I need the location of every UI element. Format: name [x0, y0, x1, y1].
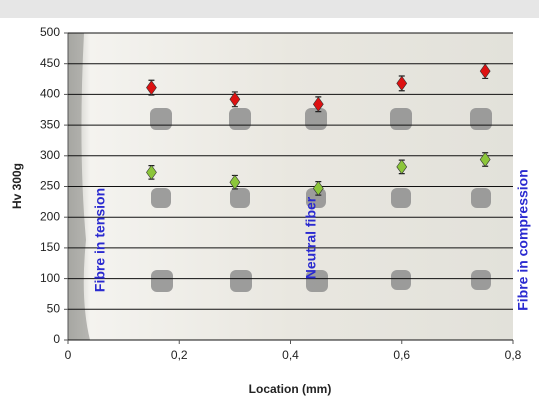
marker [479, 151, 491, 168]
y-tick-label: 50 [47, 301, 61, 315]
y-tick-label: 0 [53, 332, 60, 346]
x-tick-label: 0,2 [171, 348, 188, 362]
indentations [150, 108, 492, 292]
marker [146, 164, 157, 180]
x-tick-label: 0,8 [505, 348, 522, 362]
marker [146, 80, 157, 96]
marker [312, 96, 324, 112]
marker [396, 75, 408, 91]
marker [479, 63, 491, 79]
marker [229, 174, 241, 190]
x-tick-label: 0 [65, 348, 72, 362]
marker [312, 180, 324, 196]
annotation: Neutral fiber [303, 196, 319, 279]
y-tick-label: 300 [40, 148, 60, 162]
y-tick-label: 350 [40, 117, 60, 131]
annotation: Fibre in compression [515, 169, 531, 311]
y-tick-label: 450 [40, 56, 60, 70]
x-tick-label: 0,6 [393, 348, 410, 362]
x-axis-title: Location (mm) [249, 382, 332, 396]
marker [229, 91, 241, 107]
marker [396, 159, 408, 175]
x-tick-label: 0,4 [282, 348, 299, 362]
y-tick-label: 200 [40, 209, 60, 223]
annotation: Fibre in tension [92, 188, 108, 292]
y-tick-label: 400 [40, 87, 60, 101]
y-tick-label: 150 [40, 240, 60, 254]
y-tick-label: 100 [40, 271, 60, 285]
y-tick-label: 500 [40, 25, 60, 39]
y-axis-title: Hv 300g [10, 163, 24, 209]
top-band [0, 0, 539, 18]
y-tick-label: 250 [40, 179, 60, 193]
